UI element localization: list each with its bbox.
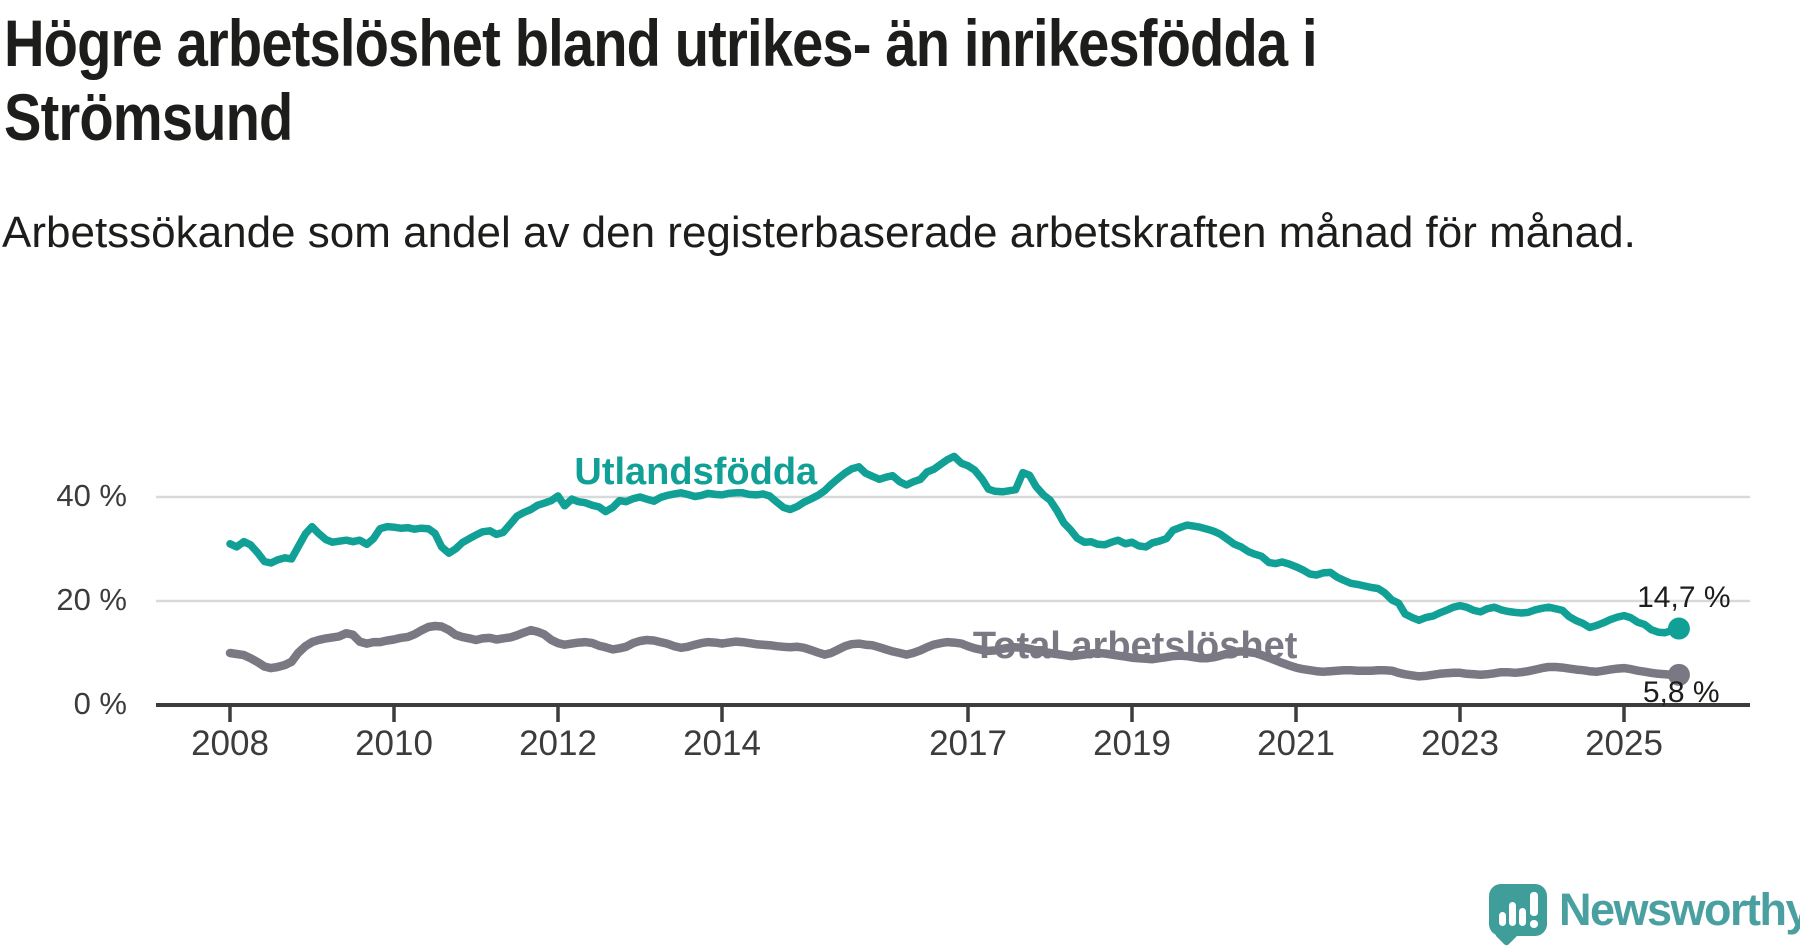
x-tick-label: 2017: [929, 724, 1007, 763]
x-tick-label: 2023: [1421, 724, 1499, 763]
x-tick-label: 2012: [519, 724, 597, 763]
y-tick-label: 20 %: [56, 582, 127, 617]
y-tick-label: 40 %: [56, 478, 127, 513]
bar-chart-icon: [1519, 908, 1526, 926]
exclamation-dot-icon: [1530, 920, 1538, 928]
series-label-total: Total arbetslöshet: [972, 624, 1298, 667]
x-tick-label: 2010: [355, 724, 433, 763]
series-label-utlandsfodda: Utlandsfödda: [574, 451, 818, 494]
newsworthy-wordmark: Newsworthy: [1559, 884, 1800, 935]
series-end-dot-total: [1667, 663, 1690, 686]
bar-chart-icon: [1509, 902, 1516, 926]
chart-subtitle: Arbetssökande som andel av den registerb…: [2, 208, 1636, 257]
x-tick-label: 2014: [683, 724, 761, 763]
x-tick-label: 2008: [191, 724, 269, 763]
x-tick-label: 2021: [1257, 724, 1335, 763]
series-end-dot-utlandsfodda: [1667, 617, 1690, 640]
y-tick-label: 0 %: [73, 686, 127, 721]
x-tick-label: 2025: [1585, 724, 1663, 763]
newsworthy-logo-icon: [1489, 884, 1547, 947]
end-value-label-total: 5,8 %: [1642, 676, 1720, 710]
exclamation-icon: [1530, 892, 1538, 916]
x-tick-label: 2019: [1093, 724, 1171, 763]
series-line-utlandsfodda: [226, 452, 1683, 637]
end-value-label-utlandsfodda: 14,7 %: [1637, 580, 1731, 614]
newsworthy-logo: Newsworthy: [1489, 884, 1800, 947]
page-title: Högre arbetslöshet bland utrikes- än inr…: [4, 6, 1318, 154]
series-line-total: [225, 621, 1684, 681]
bar-chart-icon: [1499, 912, 1506, 926]
